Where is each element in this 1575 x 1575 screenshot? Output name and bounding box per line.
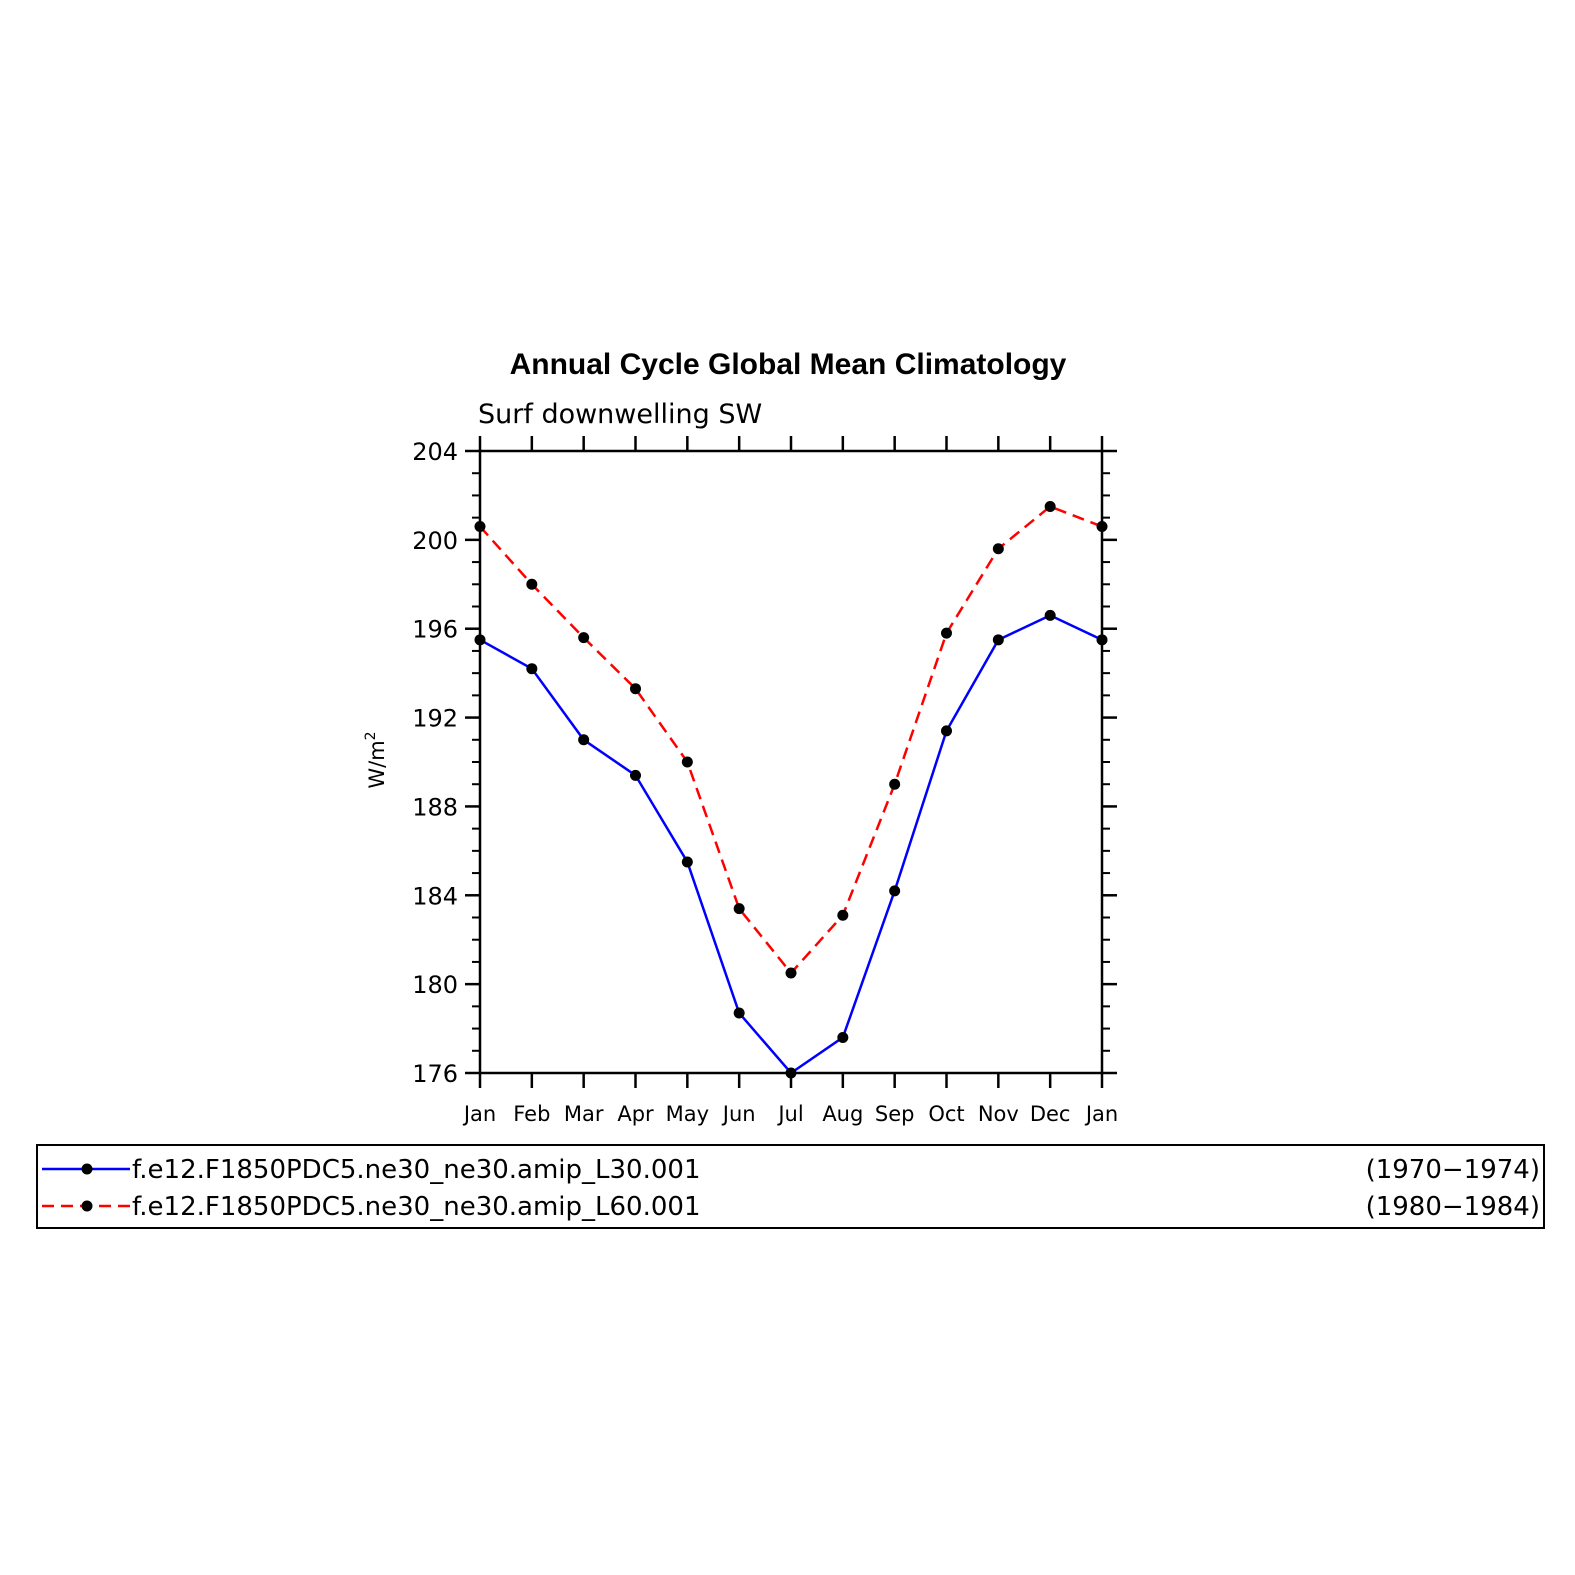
chart-title: Annual Cycle Global Mean Climatology [510, 348, 1067, 381]
series-1-point [526, 663, 538, 675]
x-tick-label: Apr [617, 1102, 654, 1126]
series-2-point [733, 903, 745, 915]
series-1-point [785, 1067, 797, 1079]
x-tick-label: Jun [721, 1102, 756, 1126]
legend-label-2: f.e12.F1850PDC5.ne30_ne30.amip_L60.001 [132, 1192, 700, 1222]
legend-period-2: (1980−1984) [1366, 1192, 1540, 1222]
series-line-2 [479, 505, 1103, 975]
y-tick-label: 204 [412, 438, 458, 466]
legend-period-1: (1970−1974) [1366, 1155, 1540, 1185]
series-2-point [837, 909, 849, 921]
y-tick-label: 176 [412, 1060, 458, 1088]
series-2-point [992, 543, 1004, 555]
series-2-point [526, 578, 538, 590]
x-tick-label: Feb [513, 1102, 550, 1126]
legend-marker-1 [81, 1163, 93, 1175]
chart-subtitle: Surf downwelling SW [478, 399, 762, 430]
series-2-point [681, 756, 693, 768]
series-1-point [992, 634, 1004, 646]
x-tick-label: Dec [1030, 1102, 1071, 1126]
y-tick-label: 184 [412, 882, 458, 910]
legend-label-1: f.e12.F1850PDC5.ne30_ne30.amip_L30.001 [132, 1155, 700, 1185]
x-tick-label: Nov [978, 1102, 1019, 1126]
x-tick-label: Aug [822, 1102, 863, 1126]
plot-frame [478, 449, 1104, 1075]
y-tick-label: 180 [412, 971, 458, 999]
series-1-point [630, 769, 641, 781]
series-1-point [1096, 634, 1108, 646]
series-1-point [837, 1031, 849, 1043]
series-2-point [889, 778, 901, 790]
y-axis-label-superscript: 2 [363, 731, 379, 740]
x-tick-label: Oct [928, 1102, 964, 1126]
series-2-point [941, 627, 952, 639]
y-tick-label: 200 [412, 527, 458, 555]
series-1-point [889, 885, 901, 897]
x-tick-label: Sep [875, 1102, 915, 1126]
series-1-point [733, 1007, 745, 1019]
x-tick-label: May [666, 1102, 709, 1126]
series-2-point [785, 967, 797, 979]
series-1-point [474, 634, 486, 646]
series-2-point [474, 521, 486, 533]
series-line-1 [479, 614, 1103, 1075]
series-2-point [1044, 501, 1056, 513]
plot-area: 176 180 184 188 192 196 200 204 Jan Feb Mar Apr May J… [412, 436, 1118, 1126]
series-1-point [1044, 609, 1056, 621]
series-1-point [941, 725, 952, 737]
x-tick-label: Mar [564, 1102, 604, 1126]
y-axis-label: W/m2 [363, 731, 389, 788]
legend: f.e12.F1850PDC5.ne30_ne30.amip_L30.001 (1… [36, 1144, 1545, 1229]
series-1-point [681, 856, 693, 868]
legend-box [36, 1144, 1545, 1229]
x-tick-label: Jan [462, 1102, 496, 1126]
y-tick-label: 192 [412, 705, 458, 733]
series-2-point [630, 683, 641, 695]
x-tick-label: Jan [1084, 1102, 1118, 1126]
y-axis-label-base: W/m [365, 740, 389, 788]
series-1-point [578, 734, 590, 746]
y-tick-label: 188 [412, 793, 458, 821]
series-2-point [578, 632, 590, 644]
legend-marker-2 [81, 1200, 93, 1212]
x-tick-label: Jul [776, 1102, 803, 1126]
y-tick-label: 196 [412, 616, 458, 644]
series-2-point [1096, 521, 1108, 533]
